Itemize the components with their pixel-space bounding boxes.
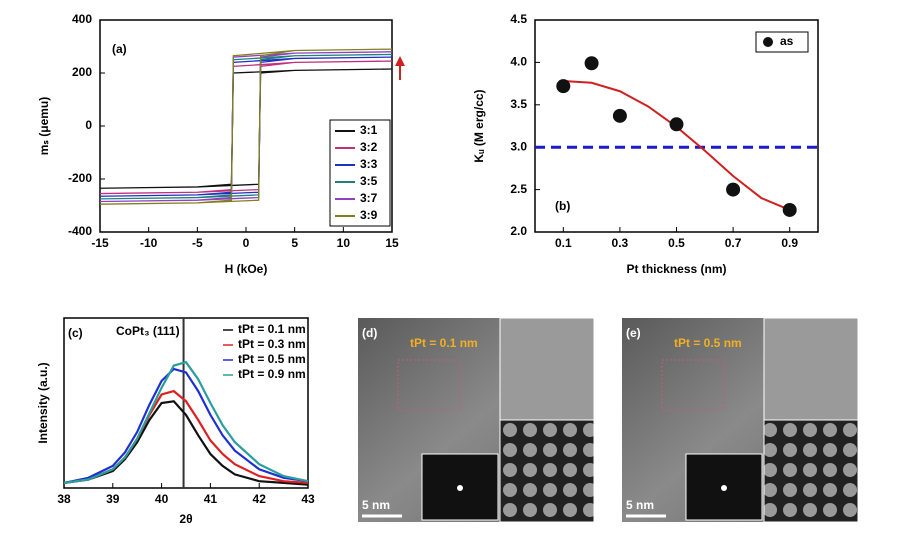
- legend-label: 3:7: [360, 191, 378, 205]
- x-tick-label: 0: [243, 236, 250, 250]
- image-label: (e): [626, 326, 641, 340]
- scale-bar-label: 5 nm: [626, 498, 654, 512]
- image-label: (d): [362, 326, 377, 340]
- arrow-head: [395, 56, 405, 66]
- x-tick-label: 43: [301, 492, 315, 506]
- legend-swatch: [763, 37, 773, 47]
- x-tick-label: 0.9: [781, 236, 798, 250]
- legend-label: 3:2: [360, 140, 378, 154]
- series-line: [99, 60, 393, 195]
- legend-label: tPt = 0.1 nm: [238, 322, 306, 336]
- y-tick-label: 0: [85, 118, 92, 132]
- x-axis-label: Pt thickness (nm): [626, 262, 726, 276]
- legend-label: 3:5: [360, 174, 378, 188]
- y-tick-label: 4.5: [510, 12, 527, 26]
- x-axis-label: 2θ: [179, 512, 192, 526]
- y-tick-label: 400: [72, 12, 92, 26]
- x-tick-label: 0.5: [668, 236, 685, 250]
- x-tick-label: 0.1: [555, 236, 572, 250]
- x-tick-label: 40: [155, 492, 169, 506]
- point: [612, 108, 627, 123]
- series-line: [63, 360, 309, 484]
- y-tick-label: -200: [68, 171, 92, 185]
- y-axis-label: Kᵤ (M erg/cc): [472, 89, 486, 162]
- scale-bar-label: 5 nm: [362, 498, 390, 512]
- y-tick-label: -400: [68, 224, 92, 238]
- series-line: [63, 367, 309, 484]
- y-axis-label: mₛ (μemu): [37, 97, 51, 156]
- point: [556, 79, 571, 94]
- plot-frame: [63, 317, 309, 489]
- y-tick-label: 200: [72, 65, 92, 79]
- x-tick-label: 10: [337, 236, 351, 250]
- y-tick-label: 2.5: [510, 182, 527, 196]
- legend-label: as: [780, 34, 794, 48]
- fft-image: [685, 453, 763, 521]
- y-tick-label: 4.0: [510, 55, 527, 69]
- fit-line: [563, 80, 791, 211]
- x-tick-label: 39: [106, 492, 120, 506]
- y-axis-label: Intensity (a.u.): [36, 362, 50, 443]
- image-annotation: tPt = 0.1 nm: [410, 336, 478, 350]
- point: [584, 56, 599, 71]
- x-tick-label: -15: [91, 236, 109, 250]
- x-tick-label: 42: [253, 492, 267, 506]
- legend-box: [329, 119, 391, 227]
- x-tick-label: 38: [57, 492, 71, 506]
- point: [726, 182, 741, 197]
- legend-box: [755, 31, 809, 53]
- point: [669, 117, 684, 132]
- image-annotation: tPt = 0.5 nm: [674, 336, 742, 350]
- panel-label: (c): [68, 326, 83, 340]
- fft-spot: [721, 485, 727, 491]
- fft-spot: [457, 485, 463, 491]
- series-line: [99, 68, 393, 189]
- x-tick-label: 5: [291, 236, 298, 250]
- legend-label: 3:1: [360, 123, 378, 137]
- x-tick-label: 0.3: [612, 236, 629, 250]
- x-tick-label: -10: [140, 236, 158, 250]
- lattice-image: [499, 419, 595, 523]
- legend-label: tPt = 0.9 nm: [238, 367, 306, 381]
- y-tick-label: 3.0: [510, 139, 527, 153]
- series-line: [99, 56, 393, 197]
- series-line: [63, 400, 309, 486]
- x-tick-label: 15: [385, 236, 399, 250]
- panel-label: (a): [112, 42, 127, 56]
- x-axis-label: H (kOe): [225, 262, 268, 276]
- panel-label: (b): [555, 199, 570, 213]
- chart-title: CoPt₃ (111): [116, 324, 180, 338]
- series-line: [99, 48, 393, 205]
- zoom-image: [763, 317, 859, 421]
- x-tick-label: -5: [192, 236, 203, 250]
- fft-image: [421, 453, 499, 521]
- zoom-image: [499, 317, 595, 421]
- legend-label: tPt = 0.3 nm: [238, 337, 306, 351]
- series-line: [99, 51, 393, 203]
- x-tick-label: 0.7: [725, 236, 742, 250]
- x-tick-label: 41: [204, 492, 218, 506]
- legend-label: tPt = 0.5 nm: [238, 352, 306, 366]
- point: [782, 202, 797, 217]
- y-tick-label: 2.0: [510, 224, 527, 238]
- legend-label: 3:3: [360, 157, 378, 171]
- series-line: [99, 53, 393, 200]
- legend-label: 3:9: [360, 208, 378, 222]
- y-tick-label: 3.5: [510, 97, 527, 111]
- lattice-image: [763, 419, 859, 523]
